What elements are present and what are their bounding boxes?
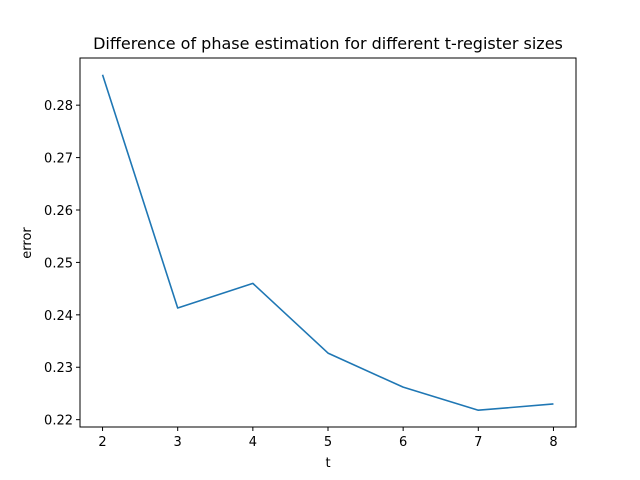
y-tick-label: 0.28 — [44, 99, 73, 114]
chart-title: Difference of phase estimation for diffe… — [93, 34, 563, 53]
y-tick-label: 0.26 — [44, 204, 73, 219]
series-layer — [101, 74, 554, 412]
x-tick-label: 5 — [324, 435, 332, 450]
y-tick-label: 0.27 — [44, 152, 73, 167]
y-tick-label: 0.23 — [44, 361, 73, 376]
y-axis: 0.22 0.23 0.24 0.25 0.26 0.27 0.28 — [44, 99, 80, 429]
x-tick-label: 4 — [249, 435, 257, 450]
x-tick-label: 6 — [399, 435, 407, 450]
plot-area-frame — [79, 57, 577, 428]
x-axis-label: t — [325, 456, 330, 471]
x-tick-label: 7 — [474, 435, 482, 450]
y-tick-label: 0.24 — [44, 309, 73, 324]
y-tick-label: 0.22 — [44, 414, 73, 429]
y-tick-label: 0.25 — [44, 256, 73, 271]
y-axis-label: error — [20, 227, 35, 259]
x-axis: 2 3 4 5 6 7 8 — [98, 427, 558, 450]
x-tick-label: 2 — [98, 435, 106, 450]
series-line-0 — [101, 74, 554, 412]
x-tick-label: 8 — [549, 435, 557, 450]
x-tick-label: 3 — [174, 435, 182, 450]
